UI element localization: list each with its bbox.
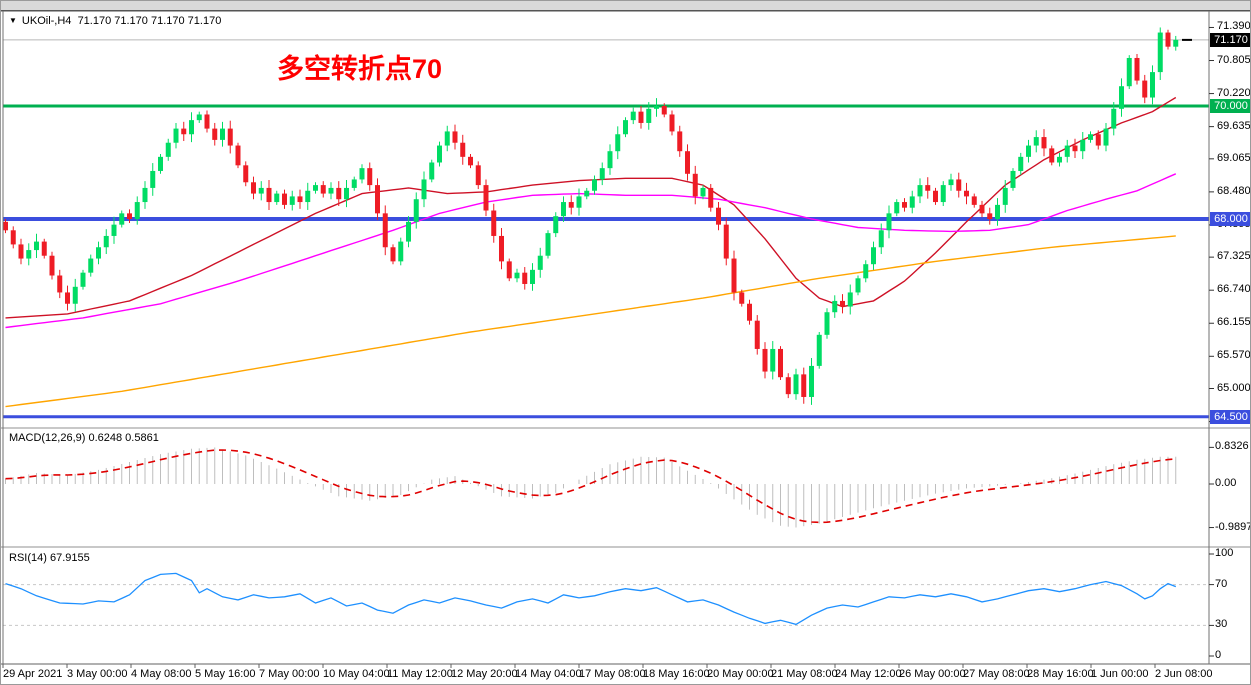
- hline-price-label: 64.500: [1210, 409, 1250, 424]
- annotation-text[interactable]: 多空转折点70: [277, 54, 443, 84]
- time-axis-label: 24 May 12:00: [835, 668, 902, 680]
- price-axis-label: 70.805: [1217, 53, 1251, 66]
- price-axis-label: 70.220: [1217, 86, 1251, 99]
- time-axis-label: 20 May 00:00: [707, 668, 774, 680]
- price-axis-label: 68.480: [1217, 184, 1251, 197]
- price-axis-label: 66.740: [1217, 283, 1251, 296]
- hline-price-label: 68.000: [1210, 212, 1250, 226]
- time-axis-label: 18 May 16:00: [643, 668, 710, 680]
- rsi-axis-label: 70: [1215, 577, 1228, 590]
- time-axis-label: 17 May 08:00: [579, 668, 646, 680]
- time-axis-label: 5 May 16:00: [195, 668, 256, 680]
- time-axis-label: 4 May 08:00: [131, 668, 192, 680]
- macd-axis-label: 0.00: [1215, 477, 1237, 489]
- time-axis-label: 21 May 08:00: [771, 668, 838, 680]
- chart-title: ▼ UKOil-,H4 71.170 71.170 71.170 71.170: [9, 15, 221, 27]
- rsi-axis-label: 0: [1215, 649, 1222, 661]
- time-axis-label: 12 May 20:00: [451, 668, 518, 680]
- time-axis-label: 26 May 00:00: [899, 668, 966, 680]
- price-axis-label: 69.635: [1217, 119, 1251, 132]
- macd-axis-label: -0.9897: [1215, 520, 1251, 533]
- hline-price-label: 70.000: [1210, 99, 1250, 113]
- time-axis-label: 1 Jun 00:00: [1091, 668, 1149, 680]
- macd-indicator-label: MACD(12,26,9) 0.6248 0.5861: [9, 432, 159, 444]
- rsi-axis-label: 100: [1215, 547, 1234, 559]
- rsi-indicator-label: RSI(14) 67.9155: [9, 552, 90, 564]
- macd-axis-label: 0.8326: [1215, 440, 1249, 453]
- time-axis-label: 3 May 00:00: [67, 668, 128, 680]
- price-axis-label: 69.065: [1217, 151, 1251, 164]
- price-axis-label: 71.390: [1217, 20, 1251, 33]
- time-axis-label: 29 Apr 2021: [3, 668, 63, 680]
- price-axis-label: 66.155: [1217, 316, 1251, 329]
- time-axis-label: 27 May 08:00: [963, 668, 1030, 680]
- time-axis-label: 28 May 16:00: [1027, 668, 1094, 680]
- symbol-period-label: UKOil-,H4: [21, 15, 72, 27]
- time-axis-label: 10 May 04:00: [323, 668, 390, 680]
- price-axis-label: 65.570: [1217, 349, 1251, 362]
- ohlc-values: 71.170 71.170 71.170 71.170: [77, 15, 222, 27]
- price-axis-label: 65.000: [1217, 381, 1251, 394]
- price-axis-label: 67.325: [1217, 250, 1251, 263]
- rsi-axis-label: 30: [1215, 618, 1228, 631]
- time-axis-label: 11 May 12:00: [387, 668, 453, 680]
- symbol-dropdown-arrow-icon[interactable]: ▼: [9, 16, 17, 25]
- time-axis-label: 7 May 00:00: [259, 668, 320, 680]
- time-axis-label: 14 May 04:00: [515, 668, 582, 680]
- current-price-label: 71.170: [1210, 32, 1250, 47]
- time-axis-label: 2 Jun 08:00: [1155, 668, 1213, 680]
